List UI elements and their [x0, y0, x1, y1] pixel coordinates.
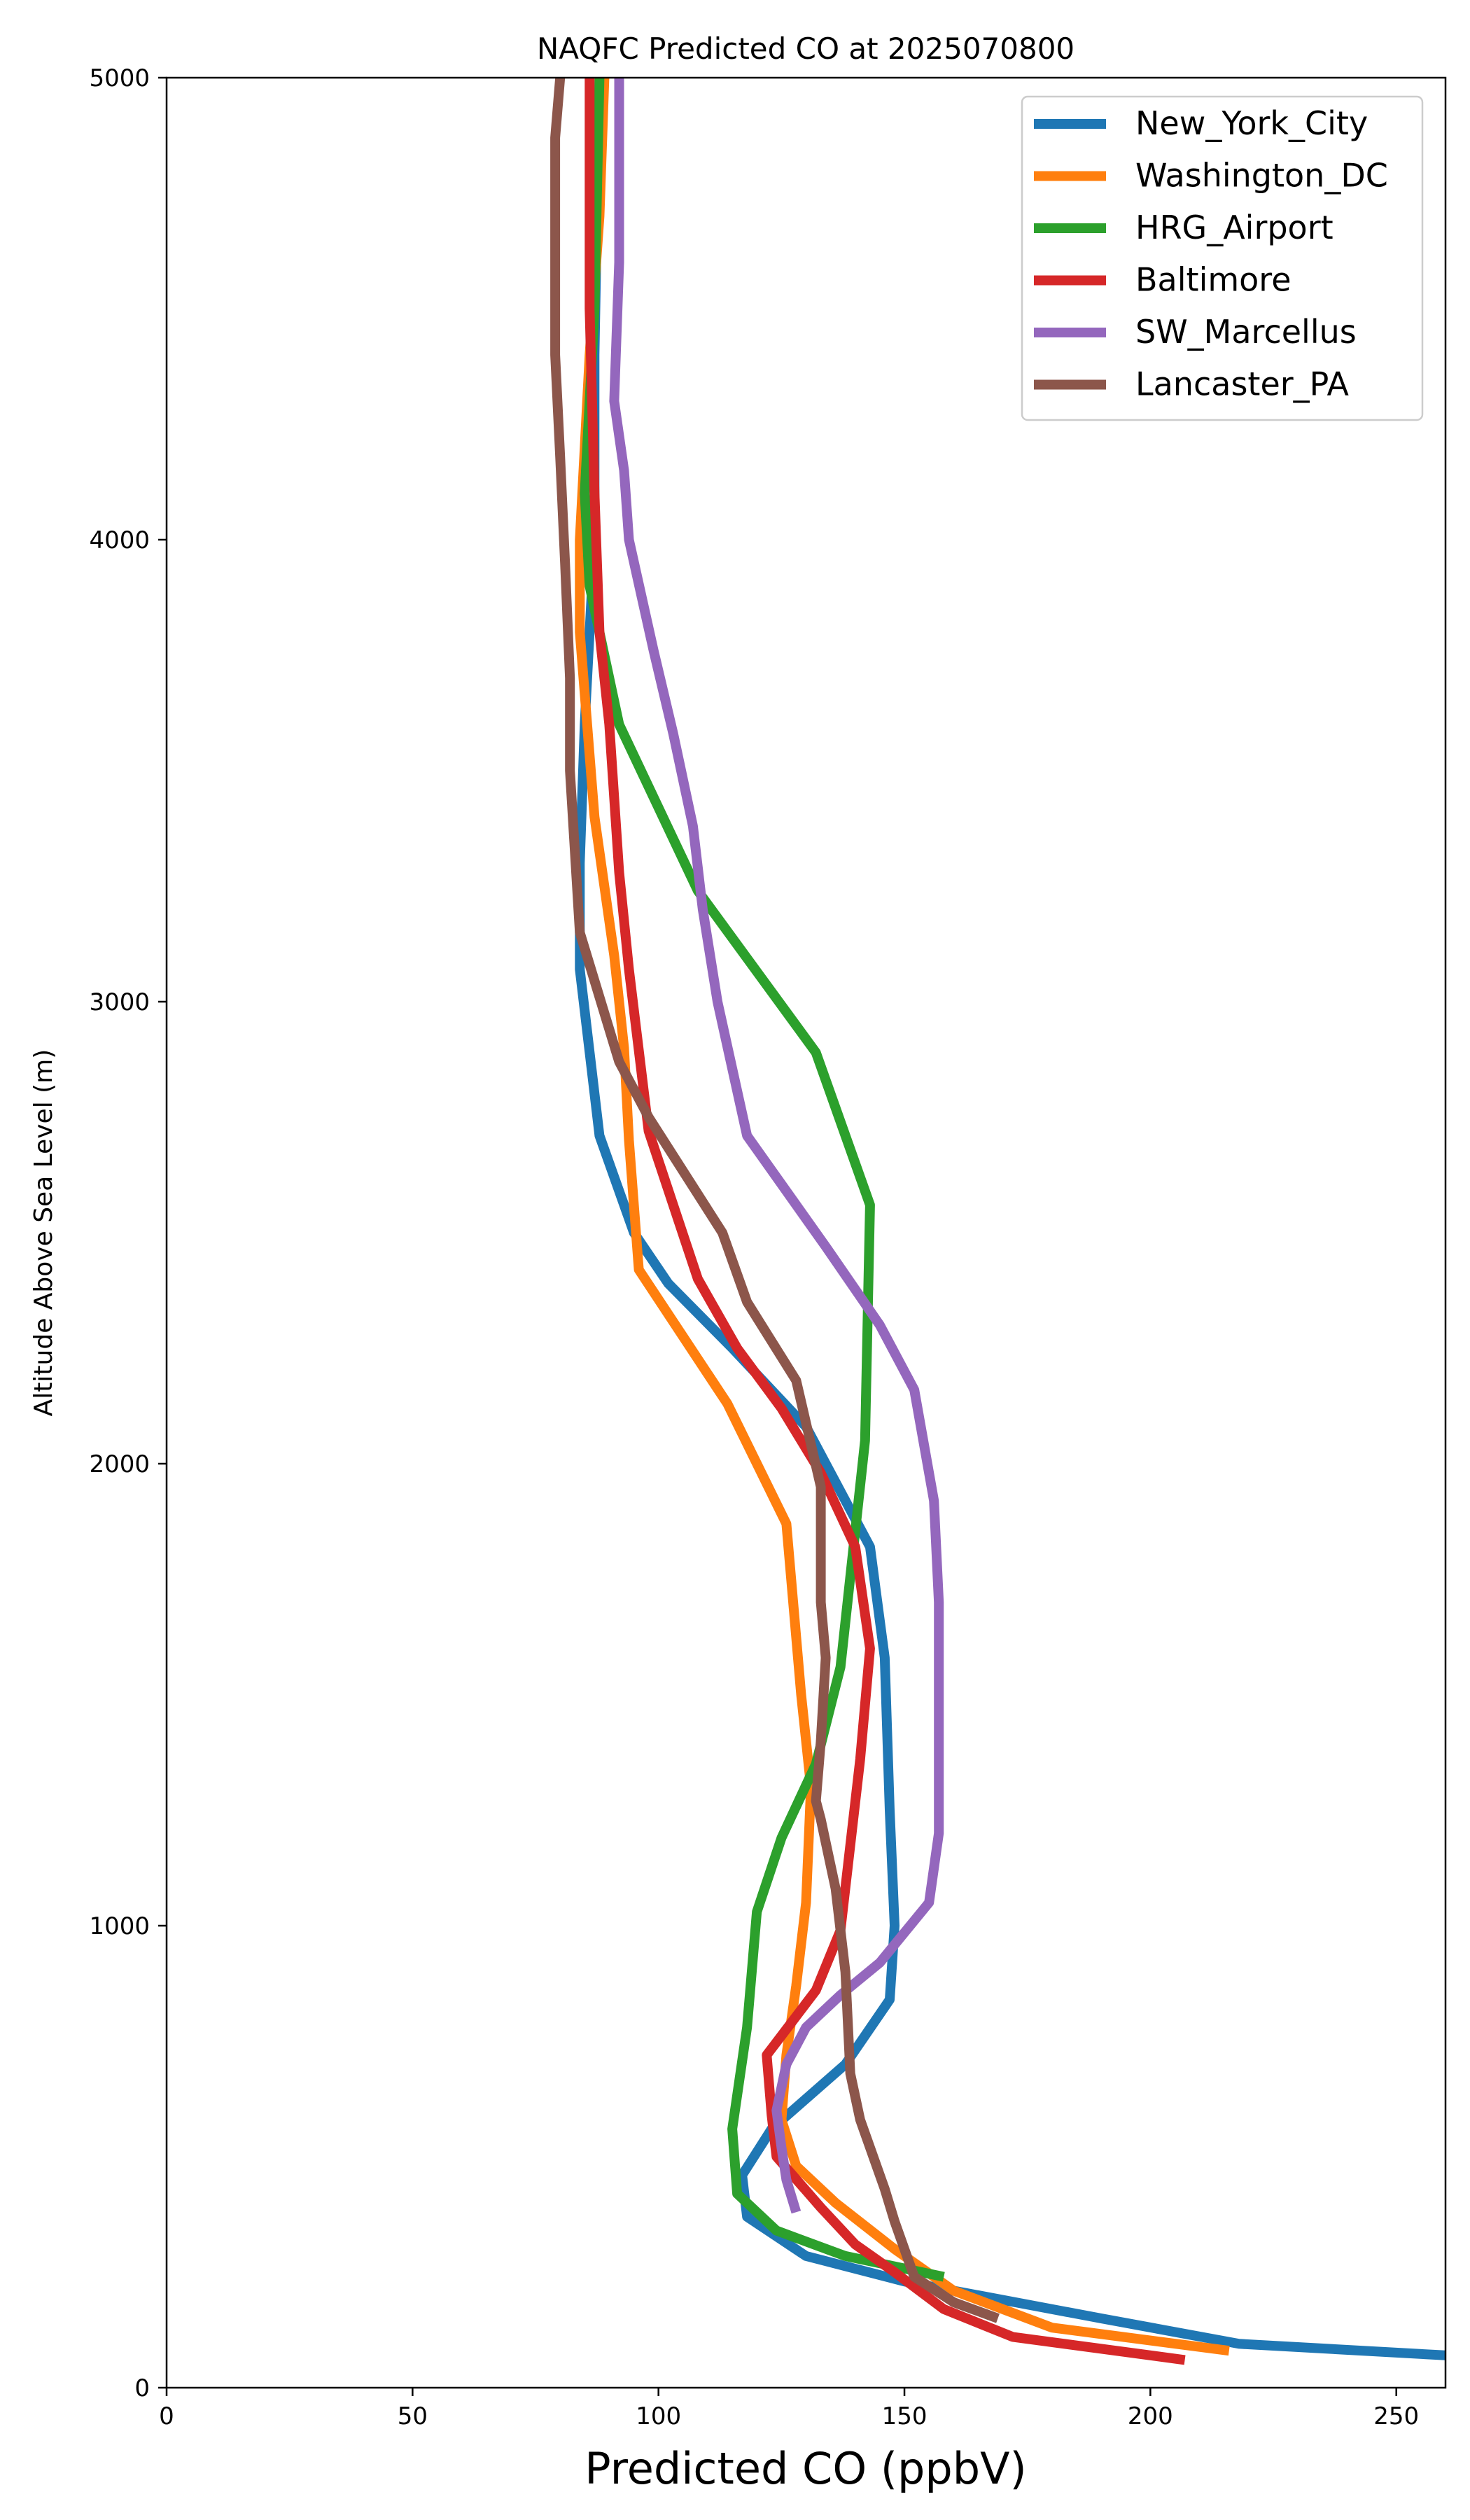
y-axis-label: Altitude Above Sea Level (m) — [29, 1049, 58, 1417]
series-line-hrg-airport — [580, 78, 945, 2282]
chart-title: NAQFC Predicted CO at 2025070800 — [537, 31, 1074, 66]
x-tick-label: 0 — [159, 2402, 174, 2430]
legend-box — [1021, 95, 1424, 421]
legend-label: SW_Marcellus — [1135, 313, 1357, 351]
legend-label: HRG_Airport — [1135, 209, 1334, 246]
y-tick-label: 1000 — [89, 1912, 150, 1940]
x-tick-label: 200 — [1128, 2402, 1173, 2430]
legend-label: Baltimore — [1135, 261, 1292, 299]
legend: New_York_City Washington_DC HRG_Airport Bal… — [1021, 95, 1424, 421]
legend-label: Washington_DC — [1135, 157, 1388, 195]
y-tick-label: 4000 — [89, 526, 150, 554]
y-tick-label: 2000 — [89, 1450, 150, 1478]
y-axis: 0 1000 2000 3000 4000 5000 — [89, 64, 167, 2402]
series-line-lancaster-pa — [550, 78, 1000, 2323]
series-layer — [550, 78, 1446, 2365]
x-axis-label: Predicted CO (ppbV) — [584, 2443, 1026, 2494]
legend-label: New_York_City — [1135, 104, 1368, 142]
y-tick-label: 3000 — [89, 988, 150, 1016]
y-tick-label: 5000 — [89, 64, 150, 92]
plot-frame — [165, 76, 1447, 2389]
x-axis: 0 50 100 150 200 250 — [159, 2388, 1419, 2430]
y-tick-label: 0 — [134, 2374, 150, 2402]
series-line-sw-marcellus — [609, 78, 944, 2214]
series-line-baltimore — [584, 78, 1186, 2365]
x-tick-label: 150 — [882, 2402, 927, 2430]
legend-label: Lancaster_PA — [1135, 365, 1349, 403]
x-tick-label: 100 — [636, 2402, 681, 2430]
x-tick-label: 250 — [1373, 2402, 1419, 2430]
x-tick-label: 50 — [398, 2402, 428, 2430]
series-line-washington-dc — [575, 78, 1230, 2356]
